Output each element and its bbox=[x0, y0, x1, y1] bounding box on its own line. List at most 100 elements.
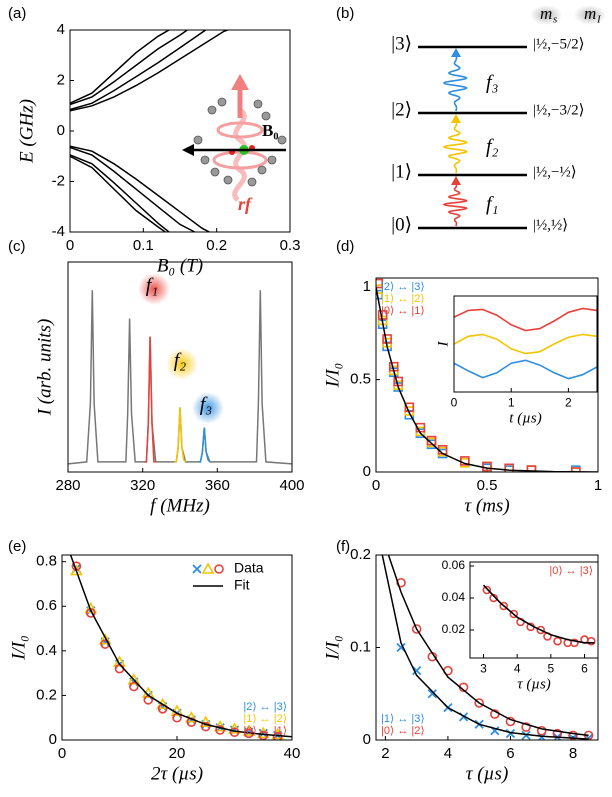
column-label: m bbox=[540, 4, 552, 23]
x-tick-label: 6 bbox=[581, 662, 588, 676]
x-axis-label: τ (µs) bbox=[517, 676, 551, 692]
line bbox=[70, 30, 228, 112]
marker-circle bbox=[474, 698, 484, 708]
transition-label: f₃ bbox=[486, 72, 499, 94]
marker-circle bbox=[129, 681, 139, 692]
legend-label: |2⟩ ↔ |3⟩ bbox=[243, 701, 287, 713]
x-tick-label: 0 bbox=[66, 237, 74, 254]
legend-label: |1⟩ ↔ |2⟩ bbox=[381, 293, 425, 305]
x-tick-label: 0.5 bbox=[477, 477, 498, 494]
x-tick-label: 400 bbox=[279, 477, 304, 494]
axes-frame bbox=[69, 29, 291, 233]
level-state: |½,−3/2⟩ bbox=[533, 102, 584, 118]
transition-arrowhead bbox=[451, 114, 461, 123]
y-tick-label: 2 bbox=[57, 71, 65, 88]
transition-arrowhead bbox=[451, 48, 461, 57]
level-label: |3⟩ bbox=[391, 33, 412, 54]
x-tick-label: 280 bbox=[55, 477, 80, 494]
marker-circle bbox=[482, 585, 492, 595]
line bbox=[198, 427, 211, 463]
marker-triangle bbox=[170, 704, 184, 716]
y-tick-label: 0.5 bbox=[350, 371, 371, 388]
x-tick-label: 2 bbox=[381, 745, 389, 762]
x-tick-label: 0 bbox=[451, 396, 458, 410]
molecule-illustration bbox=[182, 74, 287, 202]
annotation: B₀ bbox=[262, 121, 278, 140]
marker-circle bbox=[521, 722, 531, 732]
column-label: m bbox=[584, 4, 596, 23]
line bbox=[144, 336, 156, 463]
marker-triangle bbox=[84, 601, 98, 614]
marker-circle bbox=[536, 625, 546, 635]
x-axis-label: t (µs) bbox=[509, 410, 541, 426]
line bbox=[376, 287, 598, 472]
peak-label: f₂ bbox=[174, 350, 187, 372]
y-tick-label: 0.06 bbox=[442, 558, 466, 572]
x-tick-label: 4 bbox=[514, 662, 521, 676]
axes-frame bbox=[375, 277, 599, 473]
column-label-sub: s bbox=[553, 14, 557, 26]
y-tick-label: 1 bbox=[363, 278, 371, 295]
marker-circle bbox=[536, 725, 547, 736]
level-state: |½,−5/2⟩ bbox=[533, 36, 584, 52]
transition-wave bbox=[442, 54, 468, 112]
panel-label: (b) bbox=[336, 5, 354, 22]
marker-circle bbox=[568, 730, 578, 740]
peak-label: f₃ bbox=[200, 394, 213, 416]
x-tick-label: 0.2 bbox=[206, 237, 227, 254]
y-tick-label: 0 bbox=[49, 731, 57, 748]
y-tick-label: 4 bbox=[57, 21, 65, 38]
y-tick-label: 0 bbox=[57, 122, 65, 139]
series-group bbox=[482, 584, 596, 648]
plot: 0 0.1 0.2 0.3 -4 -2 0 2 4 B₀ (T) E (GHz) bbox=[16, 21, 300, 276]
panel-label: (c) bbox=[8, 238, 26, 255]
x-tick-label: 5 bbox=[547, 662, 554, 676]
axes-frame bbox=[67, 261, 293, 473]
x-tick-label: 4 bbox=[444, 745, 452, 762]
x-tick-label: 20 bbox=[169, 745, 186, 762]
y-tick-label: 0.6 bbox=[36, 597, 57, 614]
panel-label: (d) bbox=[336, 238, 354, 255]
x-tick-label: 1 bbox=[508, 396, 515, 410]
y-tick-label: 0 bbox=[363, 463, 371, 480]
y-tick-label: 0.4 bbox=[36, 642, 57, 659]
line bbox=[70, 145, 210, 232]
line bbox=[454, 359, 597, 380]
marker-circle bbox=[200, 721, 211, 732]
line bbox=[70, 155, 166, 232]
line bbox=[482, 584, 595, 644]
marker-circle bbox=[509, 609, 519, 619]
inset-plot: 3 4 5 6 0.02 0.04 0.06 τ (µs) |0⟩ ↔ |3⟩ bbox=[442, 558, 599, 692]
x-tick-label: 360 bbox=[205, 477, 230, 494]
x-tick-label: 2 bbox=[565, 396, 572, 410]
marker-triangle bbox=[98, 633, 112, 645]
transition-wave bbox=[442, 120, 468, 174]
marker-circle bbox=[489, 593, 498, 603]
marker-x bbox=[192, 564, 202, 574]
legend-label: |0⟩ ↔ |1⟩ bbox=[381, 305, 425, 317]
x-tick-label: 0 bbox=[372, 477, 380, 494]
x-tick-label: 320 bbox=[130, 477, 155, 494]
line bbox=[174, 407, 187, 463]
panel-label: (f) bbox=[336, 538, 350, 555]
marker-square bbox=[376, 284, 384, 294]
marker-circle bbox=[411, 624, 422, 634]
level-label: |0⟩ bbox=[391, 214, 412, 235]
y-tick-label: 0.04 bbox=[442, 590, 466, 604]
marker-square bbox=[570, 467, 581, 472]
x-tick-label: 3 bbox=[480, 662, 487, 676]
line bbox=[454, 333, 597, 355]
legend-label: |0⟩ ↔ |3⟩ bbox=[549, 565, 593, 577]
marker-circle bbox=[570, 638, 579, 648]
line bbox=[454, 307, 597, 332]
y-tick-label: 0.02 bbox=[442, 622, 466, 636]
marker-x bbox=[427, 689, 437, 699]
y-tick-label: -4 bbox=[52, 223, 65, 240]
column-label-sub: I bbox=[596, 14, 602, 26]
level-label: |1⟩ bbox=[391, 161, 412, 182]
x-tick-label: 0 bbox=[58, 745, 66, 762]
marker-x bbox=[412, 665, 422, 676]
peak-glow bbox=[138, 273, 170, 305]
x-tick-label: 40 bbox=[284, 745, 301, 762]
marker-square bbox=[482, 461, 492, 472]
